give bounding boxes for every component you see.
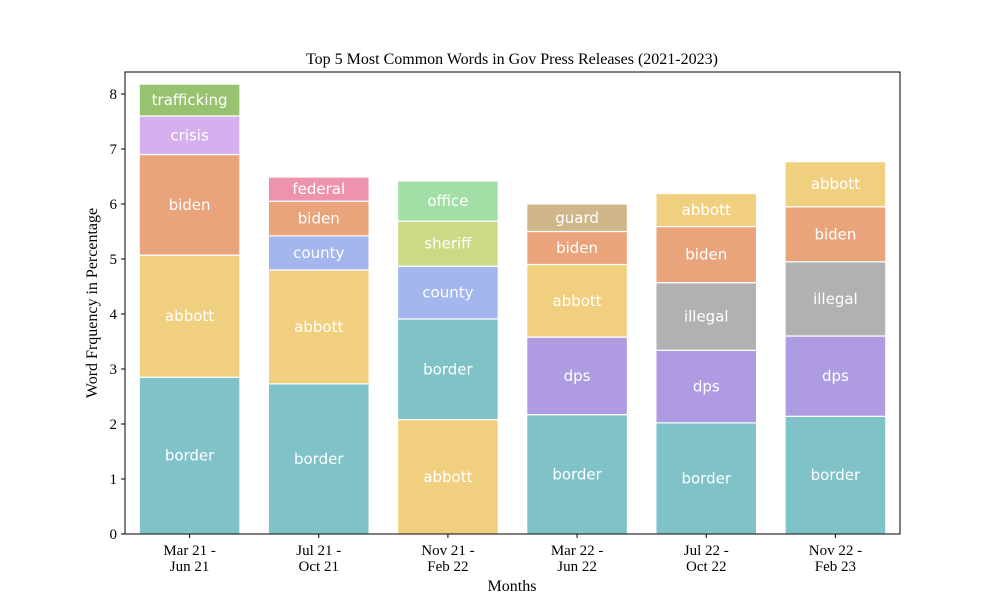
bar-segment-office	[396, 180, 499, 222]
x-tick-label: Jun 22	[557, 559, 597, 575]
x-tick-label: Jul 21 -	[296, 543, 341, 559]
y-tick-label: 6	[110, 197, 118, 213]
y-axis-label: Word Frquency in Percentage	[84, 208, 101, 398]
bar-segment-abbott	[784, 161, 887, 208]
y-tick-label: 2	[110, 417, 118, 433]
x-tick-label: Feb 22	[427, 559, 468, 575]
bar-segment-abbott	[655, 192, 758, 228]
bar-segment-biden	[267, 200, 370, 237]
bar-segment-abbott	[396, 419, 499, 535]
segment-label: guard	[555, 209, 599, 227]
bar-segment-biden	[655, 225, 758, 284]
segment-label: federal	[292, 180, 345, 198]
segment-label: trafficking	[152, 91, 228, 109]
segment-label: border	[552, 465, 602, 483]
segment-label: office	[427, 192, 468, 210]
bar-segment-abbott	[526, 263, 629, 338]
bar-segment-border	[655, 422, 758, 535]
segment-label: dps	[822, 367, 849, 385]
segment-label: border	[423, 360, 473, 378]
segment-label: abbott	[294, 318, 343, 336]
bar-segment-border	[267, 383, 370, 535]
segment-label: crisis	[170, 126, 209, 144]
bar-segment-trafficking	[138, 83, 241, 117]
bar-segment-abbott	[267, 269, 370, 385]
bar-segment-federal	[267, 176, 370, 202]
bar-segment-crisis	[138, 115, 241, 156]
segment-label: border	[811, 466, 861, 484]
bar-segment-border	[784, 415, 887, 535]
bar-segment-dps	[526, 336, 629, 416]
segment-label: dps	[564, 367, 591, 385]
segment-label: biden	[814, 225, 856, 243]
segment-label: biden	[556, 239, 598, 257]
segment-label: abbott	[165, 307, 214, 325]
segment-label: biden	[298, 210, 340, 228]
segment-label: illegal	[813, 290, 858, 308]
y-tick-label: 7	[110, 142, 118, 158]
y-tick-label: 3	[110, 362, 118, 378]
segment-label: county	[293, 244, 344, 262]
x-tick-label: Nov 22 -	[809, 543, 862, 559]
segment-label: dps	[693, 378, 720, 396]
segment-label: border	[294, 450, 344, 468]
x-tick-label: Jun 21	[170, 559, 210, 575]
bar-segment-guard	[526, 203, 629, 233]
bar-segment-border	[396, 318, 499, 421]
segment-label: illegal	[684, 307, 729, 325]
chart-title: Top 5 Most Common Words in Gov Press Rel…	[306, 51, 718, 68]
bar-segment-border	[138, 376, 241, 535]
x-tick-label: Mar 21 -	[163, 543, 216, 559]
bar-segment-county	[267, 235, 370, 271]
y-tick-label: 8	[110, 87, 118, 103]
segment-label: border	[681, 469, 731, 487]
x-tick-label: Jul 22 -	[684, 543, 729, 559]
y-tick-label: 4	[110, 307, 118, 323]
bar-segment-illegal	[655, 282, 758, 351]
bars-group: border abbott biden crisis trafficking border…	[138, 83, 887, 535]
bar-segment-illegal	[784, 261, 887, 337]
y-tick-label: 0	[110, 527, 118, 543]
bar-segment-dps	[784, 335, 887, 417]
bar-segment-county	[396, 265, 499, 320]
x-tick-label: Oct 21	[299, 559, 339, 575]
x-tick-label: Nov 21 -	[421, 543, 474, 559]
segment-label: border	[165, 447, 215, 465]
segment-label: abbott	[552, 292, 601, 310]
y-tick-label: 1	[110, 472, 118, 488]
y-tick-label: 5	[110, 252, 118, 268]
segment-label: biden	[169, 196, 211, 214]
x-tick-label: Mar 22 -	[551, 543, 604, 559]
bar-segment-biden	[784, 206, 887, 263]
plot-frame	[124, 71, 901, 535]
bar-segment-border	[526, 414, 629, 535]
y-axis-ticks: 0 1 2 3 4 5 6 7 8	[110, 87, 125, 543]
segment-label: sheriff	[424, 235, 472, 253]
segment-label: biden	[685, 246, 727, 264]
segment-label: abbott	[423, 468, 472, 486]
x-axis-label: Months	[488, 578, 537, 595]
bar-segment-biden	[526, 230, 629, 266]
bar-segment-abbott	[138, 254, 241, 378]
x-tick-label: Oct 22	[686, 559, 726, 575]
segment-label: county	[422, 284, 473, 302]
segment-label: abbott	[811, 175, 860, 193]
segment-label: abbott	[682, 201, 731, 219]
x-tick-label: Feb 23	[815, 559, 856, 575]
